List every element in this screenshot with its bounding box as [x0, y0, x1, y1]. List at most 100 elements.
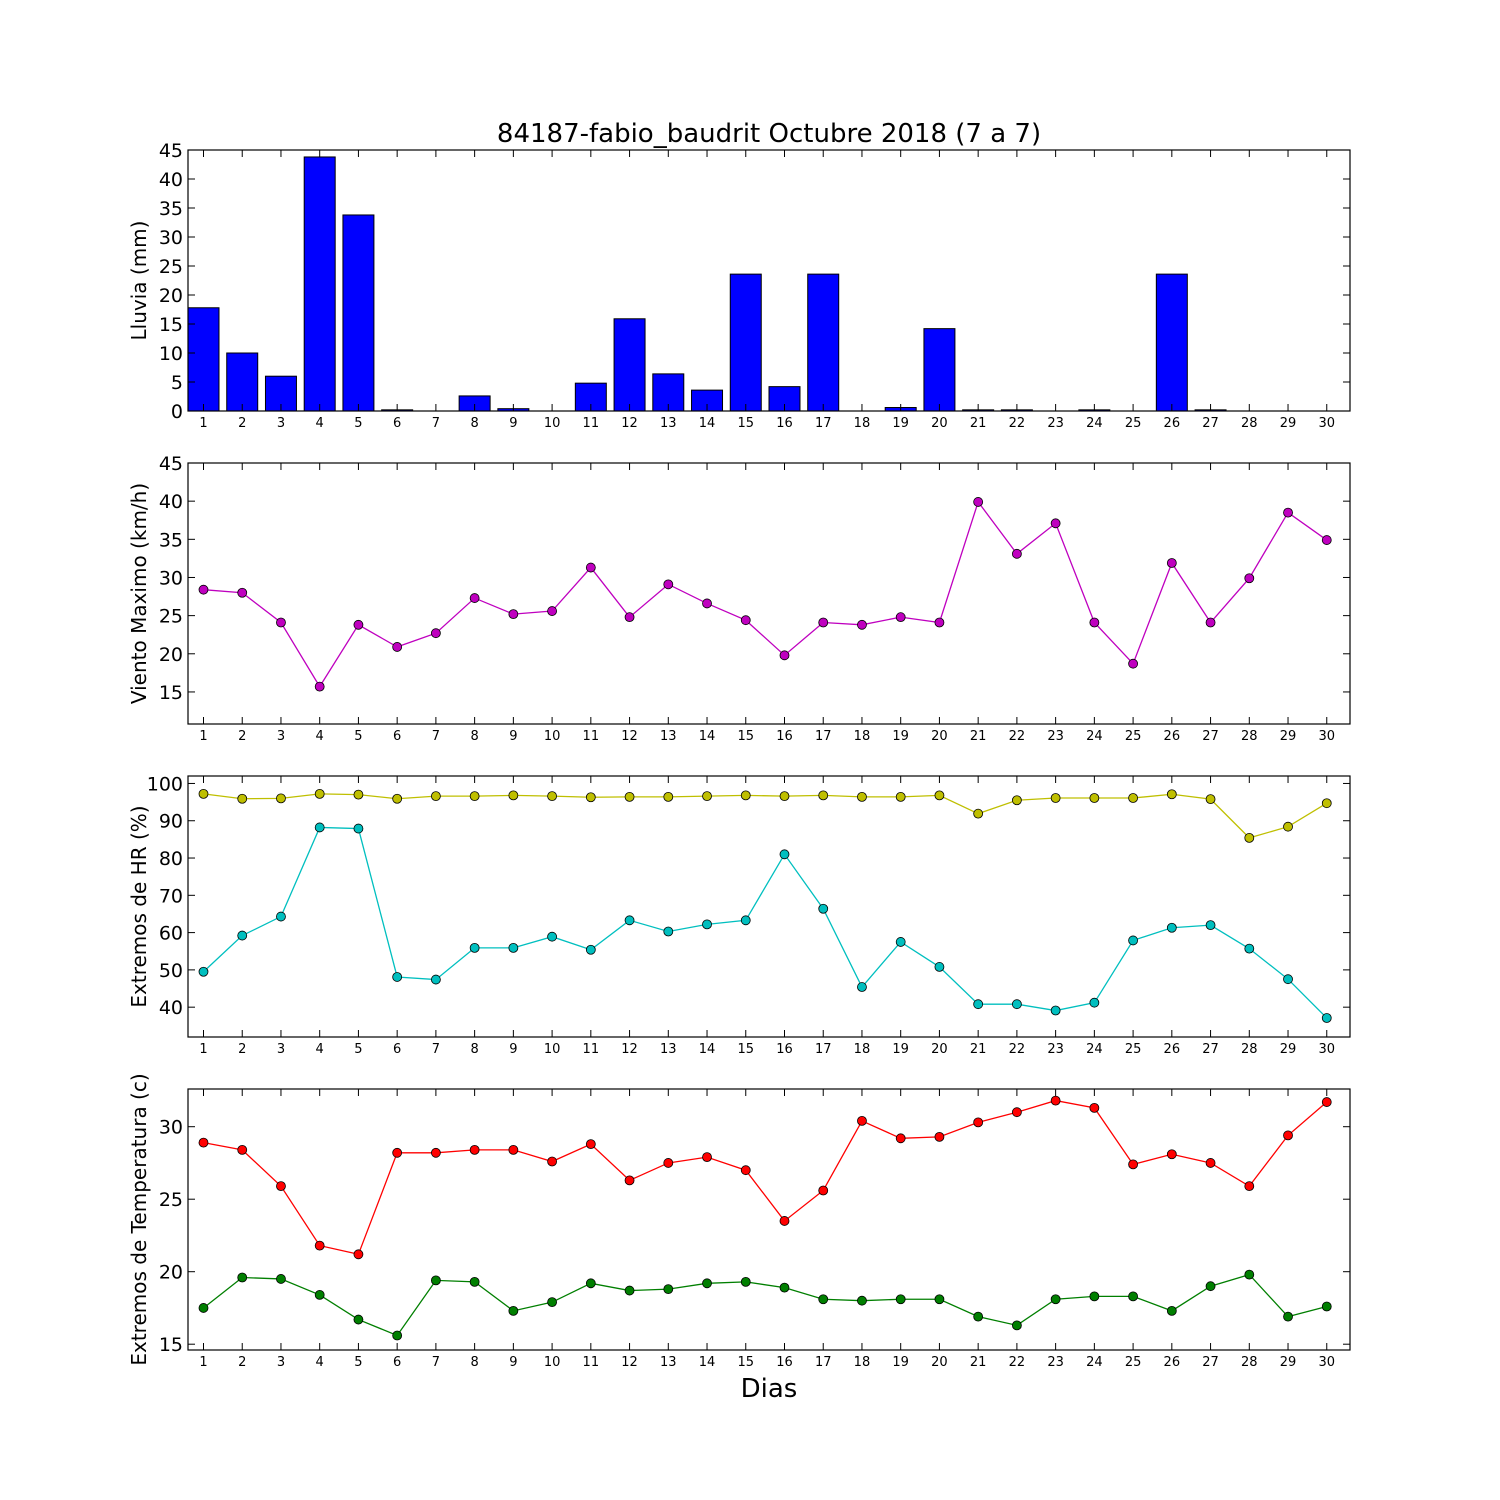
humidity-x-tick-label: 11 [583, 1042, 600, 1057]
humidity-series-0-point [973, 808, 984, 819]
wind-x-tick-label: 21 [970, 729, 987, 744]
rain-x-tick-label: 29 [1280, 416, 1297, 431]
rain-y-tick-label: 0 [171, 401, 183, 423]
temperature-y-tick-label: 25 [159, 1189, 183, 1211]
humidity-x-tick-label: 5 [354, 1042, 362, 1057]
temperature-x-tick-label: 26 [1164, 1355, 1181, 1370]
wind-series-0-point [1283, 507, 1293, 518]
humidity-series-1-line [203, 826, 1328, 1019]
wind-series-0-point [353, 619, 364, 630]
temperature-y-tick-label: 15 [159, 1334, 183, 1356]
wind-series-0-point [1128, 658, 1138, 669]
rain-y-tick-label: 25 [159, 256, 183, 278]
temperature-series-0-point [857, 1116, 867, 1126]
temperature-y-tick-label: 30 [159, 1117, 183, 1139]
rain-x-tick-label: 1 [199, 416, 207, 431]
wind-x-tick-label: 10 [544, 729, 561, 744]
wind-x-tick-label: 24 [1086, 729, 1103, 744]
rain-x-tick-label: 4 [316, 416, 324, 431]
wind-x-tick-label: 25 [1125, 729, 1142, 744]
humidity-x-tick-label: 20 [931, 1042, 948, 1057]
wind-y-tick-label: 15 [159, 682, 183, 704]
wind-x-tick-label: 6 [393, 729, 401, 744]
humidity-x-tick-label: 18 [854, 1042, 871, 1057]
humidity-series-0-point [779, 791, 790, 802]
wind-x-tick-label: 11 [583, 729, 600, 744]
rain-x-tick-label: 11 [583, 416, 600, 431]
temperature-axes-frame [187, 1088, 1351, 1351]
temperature-series-0-point [624, 1175, 635, 1186]
humidity-series-0-point [353, 789, 364, 800]
humidity-series-0-point [1128, 793, 1138, 803]
humidity-series-0-point [740, 790, 751, 801]
humidity-series-1-point [1244, 943, 1255, 954]
temperature-series-0-point [198, 1137, 209, 1148]
humidity-series-0-point [663, 791, 674, 802]
humidity-series-0-point [1089, 793, 1100, 803]
temperature-series-0-point [1128, 1159, 1138, 1170]
wind-series-0-line [203, 500, 1328, 688]
wind-series-0-point [469, 593, 480, 603]
wind-series-0-point [547, 606, 557, 616]
rain-y-tick-label: 5 [171, 372, 183, 394]
humidity-series-0-point [702, 791, 712, 802]
humidity-series-0-point [1244, 832, 1255, 843]
humidity-series-0-point [430, 791, 441, 802]
temperature-series-1-point [547, 1297, 557, 1308]
temperature-x-tick-label: 21 [970, 1355, 987, 1370]
temperature-series-1-point [469, 1276, 480, 1287]
temperature-series-0-point [779, 1216, 790, 1226]
humidity-series-1-point [198, 966, 209, 977]
humidity-x-tick-label: 17 [815, 1042, 832, 1057]
humidity-x-tick-label: 25 [1125, 1042, 1142, 1057]
humidity-series-1-point [392, 972, 403, 982]
humidity-x-tick-label: 13 [660, 1042, 677, 1057]
temperature-series-0-point [353, 1249, 364, 1260]
humidity-y-tick-label: 50 [159, 960, 183, 982]
temperature-series-0-point [1089, 1102, 1100, 1113]
humidity-x-tick-label: 4 [316, 1042, 324, 1057]
wind-series-0-point [198, 584, 209, 595]
temperature-series-1-point [624, 1285, 635, 1296]
rain-x-tick-label: 15 [737, 416, 754, 431]
humidity-series-1-point [314, 822, 325, 833]
humidity-series-1-point [508, 942, 519, 953]
rain-x-tick-label: 21 [970, 416, 987, 431]
rain-y-axis-label: Lluvia (mm) [127, 221, 151, 341]
rain-x-tick-label: 16 [776, 416, 793, 431]
humidity-x-tick-label: 3 [277, 1042, 285, 1057]
rain-bar [342, 214, 375, 412]
humidity-series-1-point [702, 919, 712, 930]
rain-y-tick-label: 40 [159, 169, 183, 191]
wind-y-tick-label: 30 [159, 567, 183, 589]
temperature-x-tick-label: 14 [699, 1355, 716, 1370]
humidity-x-tick-label: 2 [238, 1042, 246, 1057]
humidity-x-tick-label: 10 [544, 1042, 561, 1057]
wind-x-tick-label: 3 [277, 729, 285, 744]
temperature-series-1-point [934, 1294, 945, 1305]
rain-y-tick-label: 10 [159, 343, 183, 365]
temperature-series-0-point [740, 1165, 751, 1176]
humidity-x-tick-label: 1 [199, 1042, 207, 1057]
wind-x-tick-label: 30 [1318, 729, 1335, 744]
humidity-y-tick-label: 90 [159, 811, 183, 833]
temperature-series-0-point [973, 1117, 984, 1128]
wind-series-0-point [1321, 535, 1332, 545]
humidity-series-0-point [857, 791, 867, 802]
rain-x-tick-label: 26 [1164, 416, 1181, 431]
wind-x-tick-label: 4 [316, 729, 324, 744]
temperature-series-0-point [469, 1145, 480, 1155]
wind-x-tick-label: 29 [1280, 729, 1297, 744]
temperature-x-tick-label: 27 [1202, 1355, 1219, 1370]
rain-x-tick-label: 12 [621, 416, 638, 431]
humidity-series-0-point [818, 790, 829, 801]
temperature-series-0-point [237, 1145, 248, 1155]
humidity-x-tick-label: 19 [892, 1042, 909, 1057]
humidity-series-1-point [1011, 999, 1022, 1010]
humidity-series-1-point [624, 915, 635, 926]
humidity-series-0-point [1283, 821, 1293, 832]
rain-bar [1155, 273, 1188, 412]
rain-x-tick-label: 8 [470, 416, 478, 431]
